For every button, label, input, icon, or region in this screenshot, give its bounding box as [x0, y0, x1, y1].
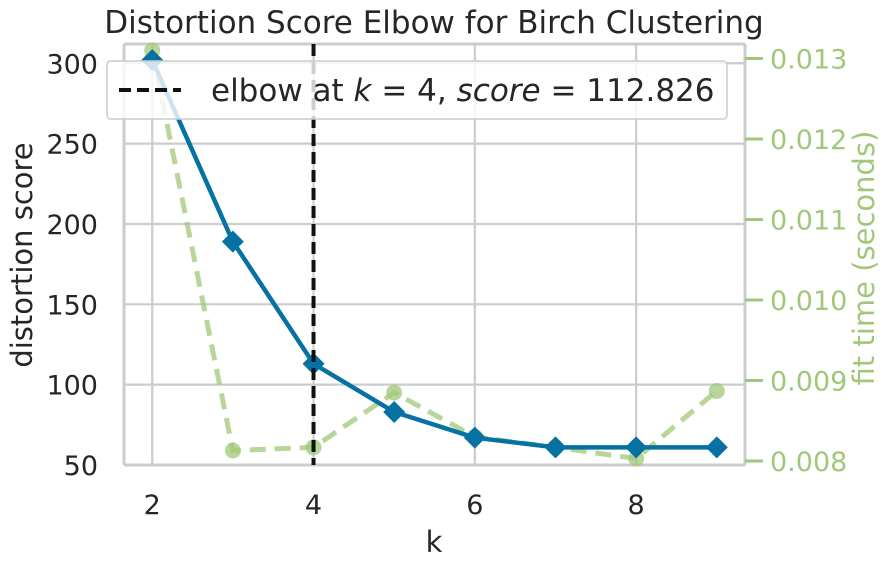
chart-title: Distortion Score Elbow for Birch Cluster… [104, 5, 763, 41]
y2-axis-label: fit time (seconds) [847, 131, 881, 386]
y-tick-label: 50 [64, 451, 98, 482]
y2-tick-label: 0.009 [770, 366, 847, 397]
fit-time-line [149, 49, 719, 462]
y2-tick-label: 0.012 [770, 125, 847, 156]
distortion-point [302, 352, 325, 375]
fit-time-point [708, 382, 725, 399]
fit-time-point [628, 450, 645, 467]
distortion-point [705, 436, 728, 459]
distortion-point [544, 436, 567, 459]
distortion-point [383, 400, 406, 423]
y-tick-label: 200 [46, 210, 98, 241]
distortion-point [221, 230, 244, 253]
distortion-point [625, 436, 648, 459]
legend-elbow-label: elbow at k = 4, score = 112.826 [211, 73, 715, 109]
legend: elbow at k = 4, score = 112.826 [106, 60, 728, 120]
y-axis-label: distortion score [5, 142, 39, 367]
distortion-point [463, 426, 486, 449]
distortion-line [150, 59, 717, 450]
series-layer [141, 42, 728, 467]
y2-tick-label: 0.011 [770, 205, 847, 236]
y2-tick-label: 0.013 [770, 44, 847, 75]
x-tick-label: 2 [144, 490, 161, 521]
y2-tick-label: 0.008 [770, 447, 847, 478]
y2-tick-label: 0.010 [770, 286, 847, 317]
fit-time-point [386, 384, 403, 401]
x-tick-label: 6 [466, 490, 483, 521]
y-tick-label: 150 [46, 290, 98, 321]
x-tick-label: 4 [305, 490, 322, 521]
y-tick-label: 100 [46, 371, 98, 402]
x-tick-label: 8 [628, 490, 645, 521]
fit-time-point [224, 442, 241, 459]
legend-box [106, 60, 728, 120]
x-axis-label: k [426, 525, 443, 559]
y-tick-label: 250 [46, 130, 98, 161]
tick-labels: 2 4 6 8 50 100 150 200 250 300 0.008 0.009 0.010 0.01… [46, 44, 847, 521]
y-tick-label: 300 [46, 49, 98, 80]
